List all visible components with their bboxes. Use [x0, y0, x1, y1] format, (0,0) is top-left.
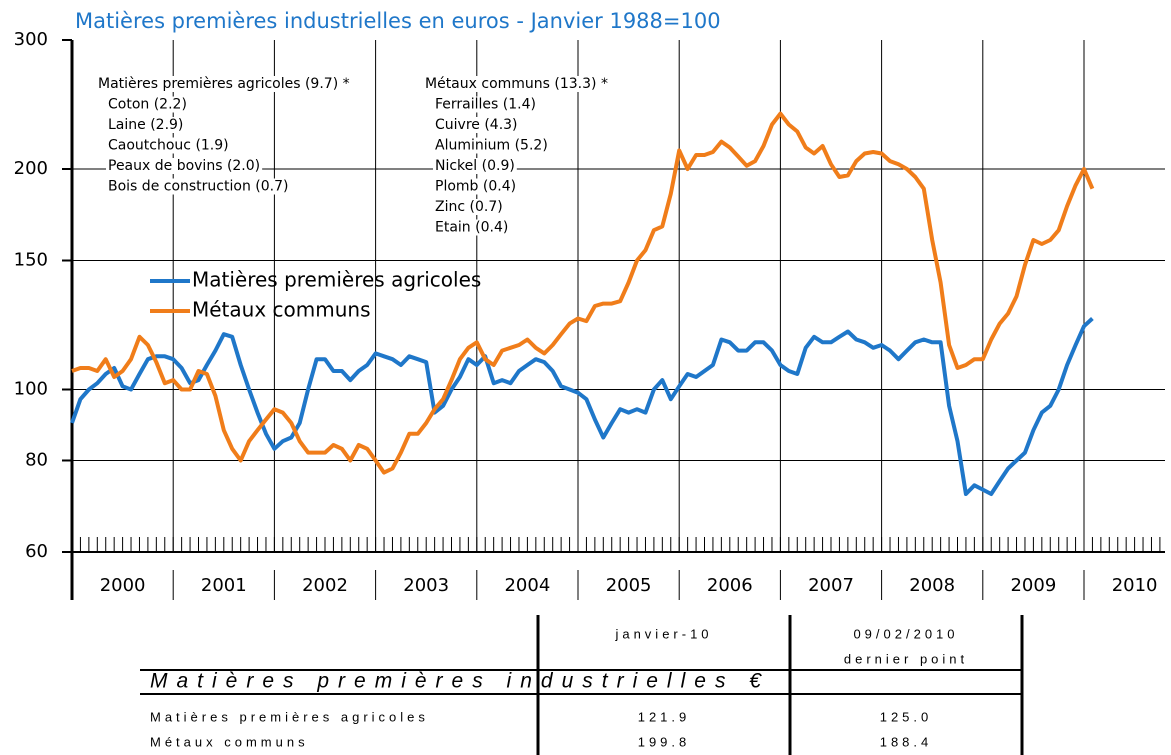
x-tick-label: 2003 [403, 575, 449, 596]
annotation-bg [423, 76, 610, 92]
annotation-bg [433, 96, 538, 113]
annotation: Coton (2.2) [108, 97, 187, 113]
table-header: dernier point [844, 651, 968, 666]
x-tick-label: 2004 [504, 575, 550, 596]
annotation-bg [433, 137, 550, 154]
y-tick-label: 80 [25, 449, 48, 470]
x-tick-label: 2009 [1010, 575, 1056, 596]
y-tick-label: 60 [25, 541, 48, 562]
annotation: Plomb (0.4) [435, 179, 516, 195]
series-line [70, 317, 1094, 496]
annotation-bg [106, 137, 231, 154]
x-tick-label: 2001 [201, 575, 247, 596]
annotation-bg [433, 219, 511, 236]
chart-title: Matières premières industrielles en euro… [75, 9, 721, 33]
table-cell: 125.0 [880, 709, 933, 724]
y-tick-label: 150 [14, 250, 48, 271]
table-section: Matières premières industrielles € [150, 670, 770, 693]
table [140, 615, 1024, 755]
legend-label: Métaux communs [192, 298, 371, 322]
annotation-bg [433, 199, 505, 215]
x-tick-label: 2007 [808, 575, 854, 596]
legend-label: Matières premières agricoles [192, 268, 481, 292]
annotation-bg [106, 158, 263, 174]
annotation-bg [106, 96, 189, 113]
table-cell: 188.4 [880, 734, 933, 749]
table-header: 09/02/2010 [853, 626, 958, 641]
x-tick-label: 2006 [707, 575, 753, 596]
annotation-bg [96, 76, 352, 92]
table-cell: 199.8 [638, 734, 691, 749]
annotation-bg [433, 117, 520, 133]
annotation: Nickel (0.9) [435, 158, 515, 174]
annotation: Bois de construction (0.7) [108, 179, 288, 195]
x-tick-label: 2000 [100, 575, 146, 596]
y-tick-label: 200 [14, 158, 48, 179]
table-cell: 121.9 [638, 709, 691, 724]
x-tick-label: 2002 [302, 575, 348, 596]
annotation-bg [106, 178, 291, 195]
table-cell: Matières premières agricoles [150, 709, 429, 724]
annotation: Cuivre (4.3) [435, 117, 518, 133]
y-tick-label: 100 [14, 378, 48, 399]
table-cell: Métaux communs [150, 734, 309, 749]
annotation: Laine (2.9) [108, 117, 183, 133]
annotation: Caoutchouc (1.9) [108, 138, 229, 154]
annotation: Matières premières agricoles (9.7) * [98, 76, 350, 92]
annotation: Aluminium (5.2) [435, 138, 548, 154]
y-tick-label: 300 [14, 29, 48, 50]
annotation: Zinc (0.7) [435, 199, 503, 215]
annotation: Etain (0.4) [435, 220, 508, 236]
annotation: Métaux communs (13.3) * [425, 76, 608, 92]
x-tick-label: 2005 [606, 575, 652, 596]
x-tick-label: 2010 [1112, 575, 1158, 596]
annotation-bg [433, 158, 517, 174]
series-line [71, 111, 1095, 475]
x-tick-label: 2008 [909, 575, 955, 596]
annotation-bg [433, 178, 519, 195]
annotation: Ferrailles (1.4) [435, 97, 536, 113]
table-header: janvier-10 [614, 626, 712, 641]
annotation-bg [106, 117, 186, 133]
annotation: Peaux de bovins (2.0) [108, 158, 260, 174]
